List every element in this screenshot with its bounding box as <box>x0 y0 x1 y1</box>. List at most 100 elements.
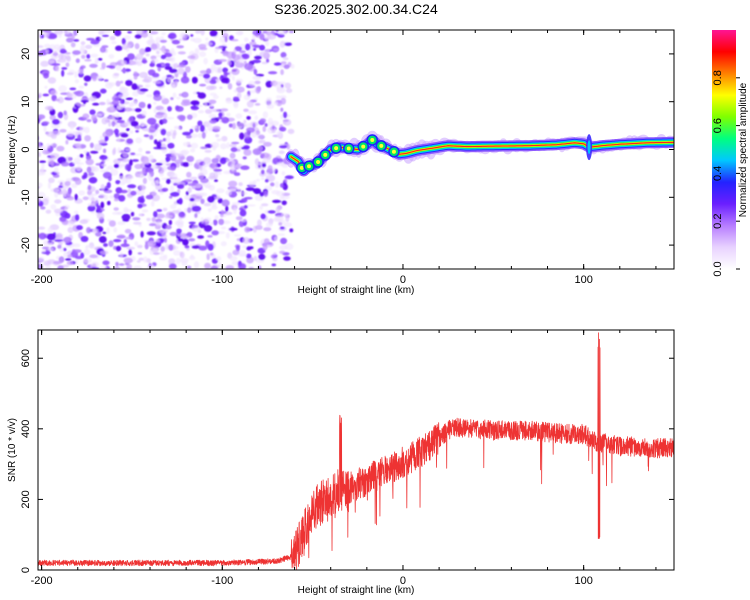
noise-blob <box>238 263 247 269</box>
noise-blob <box>204 262 211 269</box>
noise-blob <box>139 71 148 79</box>
band-knot-core <box>391 149 396 154</box>
noise-blob <box>217 68 222 73</box>
noise-blob <box>238 182 243 187</box>
noise-blob <box>124 163 132 171</box>
noise-blob <box>253 255 258 261</box>
noise-blob <box>182 99 190 104</box>
noise-blob <box>225 205 229 212</box>
noise-blob <box>134 163 143 170</box>
noise-blob <box>147 117 157 125</box>
noise-blob <box>84 82 88 87</box>
noise-blob <box>132 265 143 269</box>
noise-blob <box>214 215 219 220</box>
noise-blob <box>254 115 259 121</box>
noise-blob <box>156 50 160 55</box>
noise-blob <box>63 251 69 258</box>
noise-blob <box>208 113 217 119</box>
noise-blob <box>165 156 169 163</box>
noise-blob <box>95 163 104 166</box>
noise-blob <box>185 134 192 139</box>
noise-blob <box>79 126 86 133</box>
noise-blob <box>169 195 173 199</box>
noise-blob <box>180 76 190 84</box>
noise-blob <box>166 74 172 78</box>
colorbar-tick-label: 0.8 <box>712 70 724 85</box>
noise-blob <box>173 250 181 256</box>
noise-blob <box>113 72 120 77</box>
noise-blob <box>152 165 161 170</box>
noise-blob <box>155 213 165 219</box>
noise-blob <box>241 218 247 223</box>
noise-blob <box>233 48 237 55</box>
noise-blob <box>162 207 168 212</box>
noise-blob <box>138 101 146 109</box>
noise-blob <box>38 186 40 189</box>
noise-blob <box>103 148 107 154</box>
noise-blob <box>143 256 148 263</box>
noise-blob <box>138 147 143 153</box>
noise-blob <box>191 125 198 129</box>
noise-blob <box>188 221 196 225</box>
noise-blob <box>92 228 99 233</box>
noise-blob <box>252 48 257 51</box>
noise-blob <box>71 34 75 40</box>
noise-blob <box>97 58 103 61</box>
y-tick-label: 0 <box>20 146 32 152</box>
noise-blob <box>127 53 135 61</box>
noise-blob <box>165 136 171 144</box>
noise-blob <box>144 84 151 88</box>
noise-blob <box>148 154 154 162</box>
noise-blob <box>69 87 77 91</box>
noise-blob <box>184 208 188 213</box>
noise-blob <box>155 221 164 226</box>
noise-blob <box>186 171 192 178</box>
noise-blob <box>254 55 262 60</box>
noise-blob <box>99 155 108 161</box>
noise-blob <box>283 222 293 228</box>
noise-blob <box>104 79 109 82</box>
noise-blob <box>74 214 80 221</box>
noise-blob <box>67 121 77 128</box>
noise-blob <box>203 161 211 167</box>
noise-blob <box>281 200 287 206</box>
noise-blob <box>60 189 68 196</box>
noise-blob <box>46 233 56 241</box>
noise-blob <box>235 78 244 84</box>
noise-blob <box>248 266 254 269</box>
noise-blob <box>126 138 134 144</box>
noise-blob <box>170 48 175 55</box>
noise-blob <box>50 153 60 159</box>
noise-blob <box>279 126 287 132</box>
noise-blob <box>115 123 121 128</box>
noise-blob <box>229 152 236 159</box>
noise-blob <box>279 250 286 254</box>
noise-blob <box>222 220 231 225</box>
noise-blob <box>290 64 295 69</box>
noise-blob <box>120 133 129 138</box>
noise-blob <box>200 146 208 150</box>
noise-blob <box>237 31 244 35</box>
noise-blob <box>243 37 249 43</box>
noise-blob <box>198 245 208 251</box>
noise-blob <box>114 113 120 119</box>
noise-blob <box>278 30 288 35</box>
noise-blob <box>50 124 61 129</box>
noise-blob <box>63 236 72 243</box>
noise-blob <box>233 207 237 215</box>
noise-blob <box>38 45 44 48</box>
noise-blob <box>209 252 214 256</box>
band-knot-core <box>307 164 312 169</box>
noise-blob <box>78 190 86 196</box>
noise-blob <box>280 69 284 76</box>
noise-blob <box>284 243 294 251</box>
noise-blob <box>182 131 192 136</box>
noise-blob <box>210 265 219 269</box>
noise-blob <box>175 257 181 265</box>
noise-blob <box>177 221 184 228</box>
noise-blob <box>251 59 262 64</box>
noise-blob <box>209 172 216 179</box>
noise-blob <box>231 160 235 167</box>
noise-blob <box>190 34 194 37</box>
colorbar-gradient <box>712 30 736 269</box>
